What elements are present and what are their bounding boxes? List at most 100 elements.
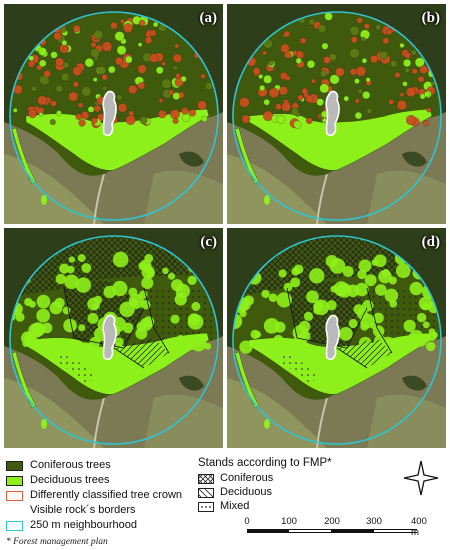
tree-crown — [200, 73, 206, 79]
tree-crown — [112, 251, 129, 268]
tree-crown — [28, 109, 37, 119]
tree-crown — [285, 75, 291, 81]
tree-crown — [36, 308, 51, 323]
tree-crown — [408, 329, 424, 346]
tree-crown — [72, 66, 82, 76]
scale-tick-100: 100 — [281, 516, 297, 527]
tree-crown — [410, 49, 417, 56]
tree-crown — [116, 94, 123, 101]
tree-crown — [263, 75, 272, 84]
tree-crown — [75, 277, 92, 293]
stand-label-deciduous: Deciduous — [220, 486, 272, 498]
tree-crown — [409, 281, 423, 296]
tree-crown — [239, 97, 250, 108]
tree-crown — [77, 102, 84, 108]
tree-crown — [306, 290, 319, 304]
tree-crown — [419, 65, 429, 74]
tree-crown — [259, 84, 266, 91]
stand-mixed — [54, 353, 99, 383]
tree-crown — [241, 114, 251, 124]
tree-crown — [162, 267, 169, 275]
tree-crown — [101, 41, 113, 52]
tree-crown — [81, 342, 90, 351]
tree-crown — [181, 113, 191, 122]
tree-crown — [81, 111, 90, 120]
tree-crown — [360, 36, 366, 42]
tree-crown — [346, 284, 360, 298]
tree-crown — [323, 56, 331, 64]
tree-crown — [27, 60, 35, 68]
map-legend: Coniferous trees Deciduous trees Differe… — [0, 450, 450, 550]
tree-crown — [290, 277, 301, 288]
tree-crown — [384, 288, 399, 303]
tree-crown — [295, 57, 302, 64]
deciduous-strip — [234, 127, 260, 185]
tree-crown — [411, 68, 418, 75]
tree-crown — [139, 318, 153, 331]
tree-crown — [149, 53, 159, 63]
legend-swatch-diff — [6, 491, 23, 501]
scale-bar — [247, 529, 417, 534]
tree-crown — [348, 318, 358, 329]
map-panel-a: (a) — [4, 4, 223, 224]
tree-crown — [153, 21, 159, 28]
tree-crown — [422, 321, 430, 329]
pattern-swatch-deciduous — [198, 488, 214, 498]
tree-crown — [316, 98, 324, 106]
tree-crown — [37, 95, 48, 106]
tree-crown — [72, 81, 79, 88]
tree-crown — [291, 267, 300, 276]
tree-crown — [22, 340, 29, 347]
tree-crown — [114, 31, 125, 42]
tree-crown — [28, 55, 34, 61]
tree-crown — [295, 50, 305, 59]
field-area — [367, 170, 446, 224]
tree-crown — [197, 100, 207, 110]
tree-patch — [179, 151, 204, 167]
tree-crown — [275, 103, 282, 110]
tree-crown — [403, 59, 412, 68]
tree-crown — [144, 36, 153, 44]
tree-crown — [50, 51, 58, 59]
tree-crown — [84, 58, 94, 68]
tree-crown — [416, 312, 427, 323]
tree-crown — [386, 28, 393, 35]
legend-label-rock: Visible rock´s borders — [30, 504, 136, 516]
tree-crown — [116, 45, 127, 55]
deciduous-patch — [264, 419, 270, 429]
tree-crown — [50, 100, 57, 107]
road — [316, 173, 328, 224]
panel-label-a: (a) — [199, 10, 218, 26]
tree-crown — [122, 322, 134, 334]
field-area — [144, 170, 223, 224]
tree-crown — [381, 269, 390, 278]
tree-crown — [338, 327, 353, 341]
legend-label-diff: Differently classified tree crown — [30, 489, 183, 501]
tree-crown — [374, 284, 387, 296]
legend-swatch-deciduous — [6, 476, 23, 486]
tree-crown — [144, 253, 154, 263]
tree-crown — [161, 61, 166, 66]
tree-crown — [87, 312, 99, 324]
tree-crown — [75, 113, 82, 120]
tree-crown — [59, 263, 70, 274]
deciduous-patch — [41, 419, 47, 429]
map-svg-d — [227, 228, 446, 448]
tree-crown — [425, 341, 436, 352]
tree-crown — [36, 294, 51, 309]
tree-crown — [61, 73, 70, 82]
stand-deciduous — [337, 338, 392, 368]
tree-crown — [139, 116, 148, 125]
tree-crown — [373, 254, 387, 268]
tree-crown — [404, 52, 411, 59]
tree-crown — [90, 48, 100, 58]
tree-crown — [141, 265, 155, 279]
tree-crown — [78, 324, 86, 332]
tree-crown — [357, 88, 363, 94]
tree-crown — [355, 66, 366, 77]
tree-crown — [87, 297, 101, 311]
tree-crown — [53, 32, 62, 41]
tree-crown — [97, 65, 107, 75]
tree-crown — [149, 29, 157, 37]
tree-crown — [190, 335, 207, 352]
